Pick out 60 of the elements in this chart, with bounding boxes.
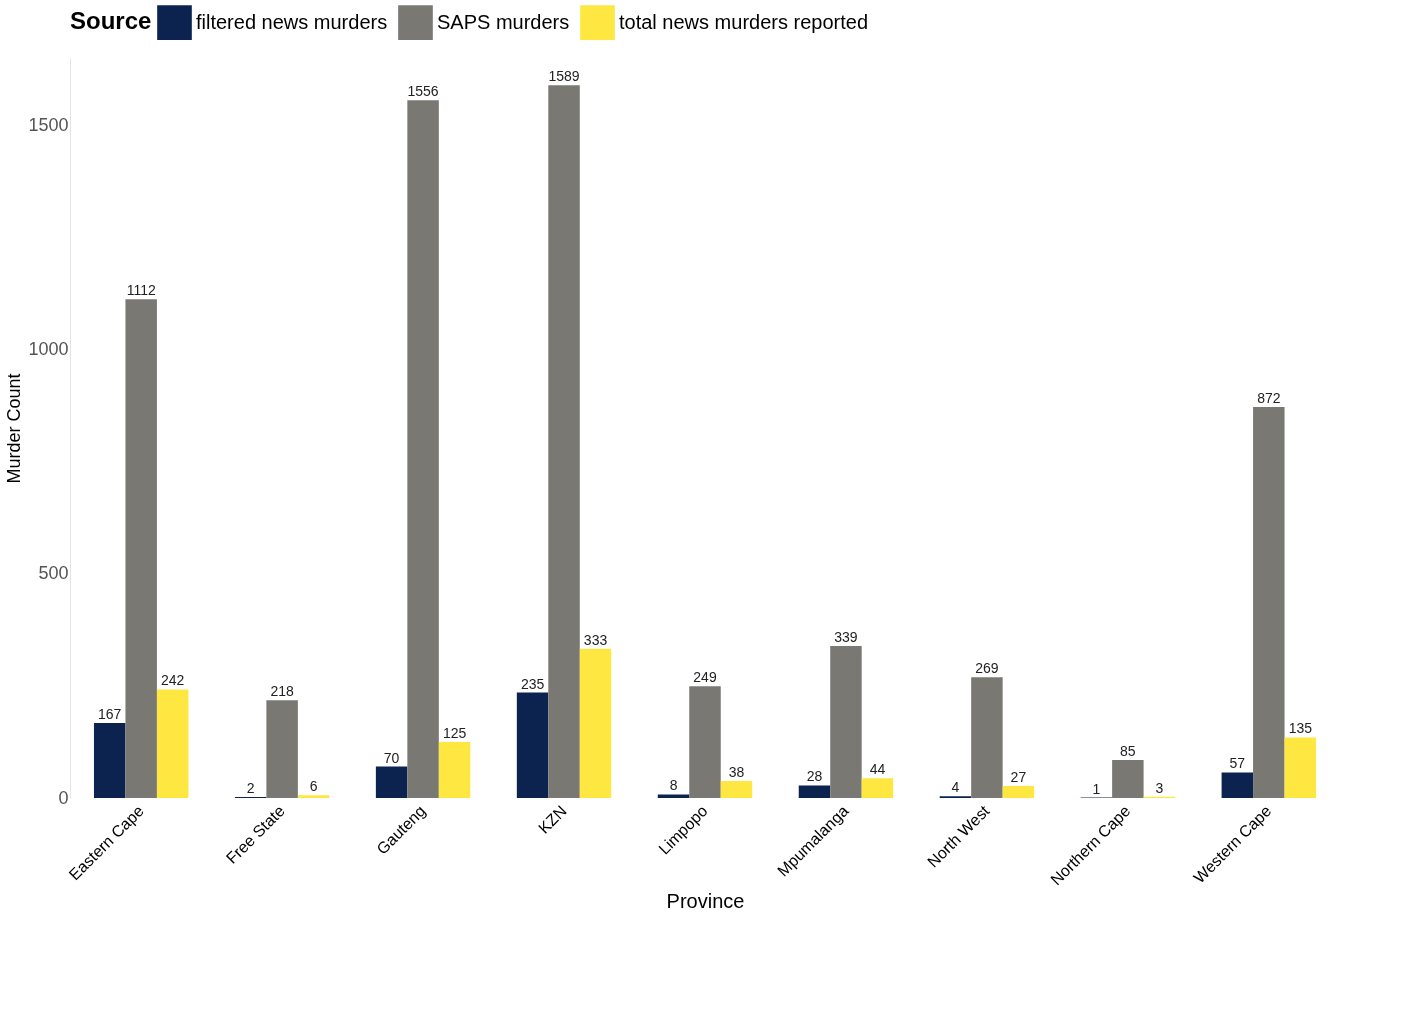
x-axis-title: Province — [666, 890, 745, 913]
bar — [297, 795, 330, 798]
data-label: 872 — [1257, 389, 1281, 406]
data-label: 6 — [309, 778, 318, 795]
y-axis-title: Murder Count — [4, 373, 25, 484]
y-tick-label: 500 — [38, 563, 69, 584]
legend-label: filtered news murders — [196, 10, 388, 33]
data-label: 135 — [1288, 720, 1313, 737]
data-label: 339 — [834, 628, 858, 645]
bar — [1002, 785, 1035, 798]
data-label: 85 — [1120, 742, 1136, 759]
data-label: 1589 — [548, 68, 580, 85]
data-label: 249 — [693, 669, 717, 686]
data-label: 1112 — [126, 282, 156, 299]
bar — [1221, 772, 1254, 798]
bar — [1284, 737, 1317, 798]
bar — [516, 692, 549, 798]
bar — [861, 778, 894, 798]
y-tick-label: 1000 — [28, 339, 69, 360]
y-tick-label: 0 — [58, 787, 69, 808]
data-label: 38 — [728, 763, 745, 780]
data-label: 27 — [1010, 768, 1027, 785]
bar — [657, 794, 690, 798]
bar — [407, 100, 439, 798]
data-label: 125 — [442, 724, 467, 741]
bar — [1253, 406, 1285, 798]
bar — [1112, 759, 1144, 798]
bar — [375, 766, 408, 798]
data-label: 242 — [160, 672, 185, 689]
data-label: 218 — [270, 683, 295, 700]
data-label: 4 — [951, 779, 960, 796]
legend-label: total news murders reported — [619, 10, 869, 33]
bar — [125, 299, 157, 798]
bar — [971, 677, 1003, 798]
data-label: 8 — [669, 777, 678, 794]
bar — [156, 689, 189, 798]
legend-label: SAPS murders — [437, 10, 570, 33]
data-label: 1 — [1092, 780, 1101, 797]
data-label: 57 — [1229, 755, 1246, 772]
bar — [689, 686, 721, 798]
bar — [579, 648, 612, 798]
bar — [548, 85, 580, 798]
bar — [798, 785, 831, 798]
legend-title: Source — [70, 7, 152, 34]
data-label: 28 — [806, 768, 823, 785]
bar — [93, 723, 126, 798]
data-label: 333 — [583, 631, 608, 648]
data-label: 235 — [520, 675, 545, 692]
data-label: 1556 — [407, 83, 439, 100]
data-label: 70 — [383, 749, 400, 766]
bar — [830, 645, 862, 798]
bar — [266, 700, 298, 798]
data-label: 167 — [98, 706, 122, 723]
data-label: 269 — [975, 660, 999, 677]
data-label: 2 — [246, 780, 255, 797]
y-tick-label: 1500 — [28, 114, 69, 135]
data-label: 3 — [1155, 779, 1164, 796]
data-label: 44 — [869, 761, 886, 778]
bar — [438, 741, 471, 798]
bar — [720, 780, 753, 798]
